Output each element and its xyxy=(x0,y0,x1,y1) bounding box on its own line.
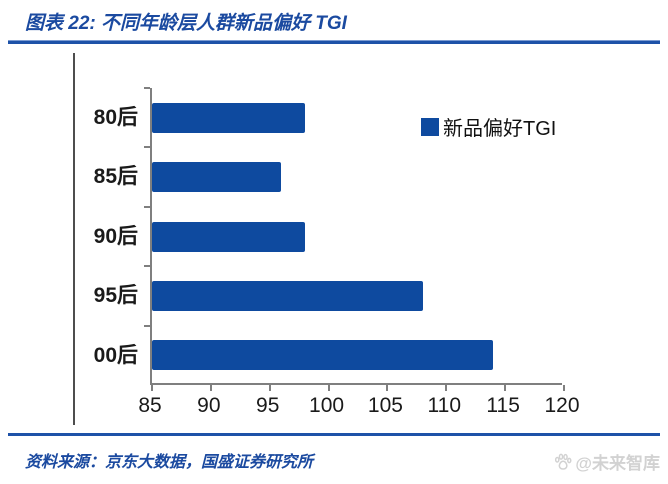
x-axis-tick xyxy=(563,385,565,391)
y-axis-label-90后: 90后 xyxy=(93,224,138,248)
legend-swatch-icon xyxy=(421,117,439,136)
left-border-line xyxy=(73,53,75,425)
footer-divider-line xyxy=(8,433,660,436)
x-axis-label-105: 105 xyxy=(367,394,403,417)
y-axis-tick xyxy=(144,265,150,268)
plot-area xyxy=(144,87,565,391)
chart-legend: 新品偏好TGI xyxy=(421,112,556,141)
x-axis-label-110: 110 xyxy=(427,394,462,417)
x-axis-tick xyxy=(386,385,389,391)
x-axis-tick xyxy=(268,385,271,391)
y-axis-label-00后: 00后 xyxy=(93,343,138,367)
paw-logo-icon xyxy=(553,453,572,471)
y-axis-tick xyxy=(144,87,150,89)
bar-85后 xyxy=(152,162,282,193)
y-axis-label-80后: 80后 xyxy=(93,106,138,129)
x-axis-tick xyxy=(504,385,507,391)
y-axis-tick xyxy=(144,324,150,327)
source-note: 资料来源：京东大数据，国盛证券研究所 xyxy=(25,454,314,471)
x-axis-label-100: 100 xyxy=(309,394,345,417)
x-axis-tick xyxy=(151,385,153,391)
watermark-text: @未来智库 xyxy=(575,454,660,473)
x-axis-label-90: 90 xyxy=(197,394,221,417)
y-axis-tick xyxy=(144,146,150,149)
x-axis-label-95: 95 xyxy=(256,394,280,417)
figure-title: 图表 22: 不同年龄层人群新品偏好 TGI xyxy=(25,13,347,34)
bar-90后 xyxy=(152,221,306,252)
watermark: @未来智库 xyxy=(553,449,660,474)
bar-80后 xyxy=(152,102,306,133)
x-axis-tick xyxy=(445,385,448,391)
y-axis-label-85后: 85后 xyxy=(93,165,138,189)
bar-95后 xyxy=(152,280,423,311)
x-axis-label-115: 115 xyxy=(486,394,520,417)
bar-00后 xyxy=(152,340,494,371)
legend-label: 新品偏好TGI xyxy=(443,118,557,140)
x-axis-tick xyxy=(327,385,330,391)
y-axis-label-95后: 95后 xyxy=(93,284,138,308)
x-axis-tick xyxy=(209,385,212,391)
y-axis-tick xyxy=(144,205,150,208)
x-axis-label-85: 85 xyxy=(138,394,162,417)
title-divider-line xyxy=(8,40,660,44)
x-axis-label-120: 120 xyxy=(544,394,580,417)
